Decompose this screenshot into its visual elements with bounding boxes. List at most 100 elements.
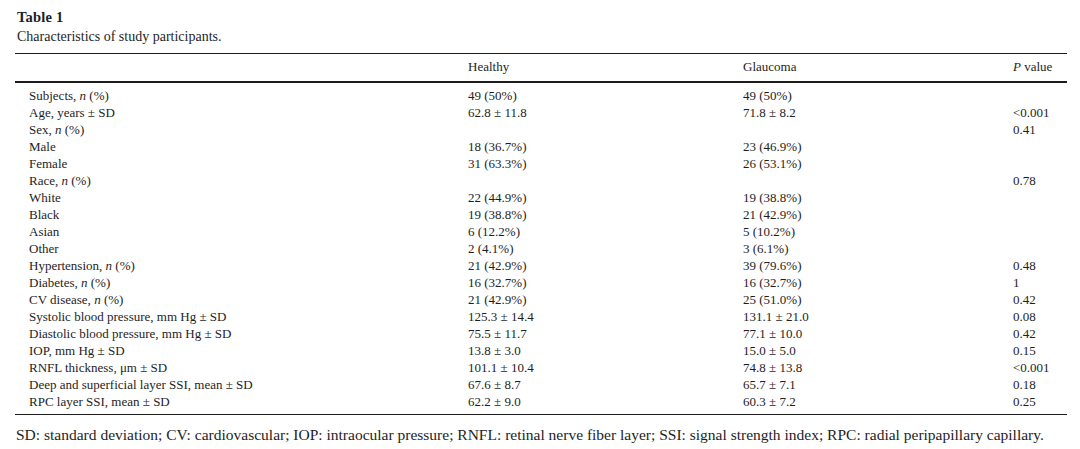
healthy-value: 6 (12.2%) bbox=[468, 223, 743, 240]
row-label: Subjects, n (%) bbox=[15, 82, 468, 104]
glaucoma-value: 65.7 ± 7.1 bbox=[743, 376, 1013, 393]
healthy-value: 62.8 ± 11.8 bbox=[468, 104, 743, 121]
glaucoma-value: 25 (51.0%) bbox=[743, 291, 1013, 308]
table-row: IOP, mm Hg ± SD13.8 ± 3.015.0 ± 5.00.15 bbox=[15, 342, 1067, 359]
p-value bbox=[1013, 82, 1067, 104]
table-row: Diabetes, n (%)16 (32.7%)16 (32.7%)1 bbox=[15, 274, 1067, 291]
table-row: Diastolic blood pressure, mm Hg ± SD75.5… bbox=[15, 325, 1067, 342]
row-label: Diabetes, n (%) bbox=[15, 274, 468, 291]
row-label: Black bbox=[15, 206, 468, 223]
healthy-value bbox=[468, 172, 743, 189]
table-row: Female31 (63.3%)26 (53.1%) bbox=[15, 155, 1067, 172]
healthy-value: 13.8 ± 3.0 bbox=[468, 342, 743, 359]
p-value bbox=[1013, 138, 1067, 155]
table-title: Table 1 bbox=[17, 8, 1066, 26]
p-value bbox=[1013, 223, 1067, 240]
row-label: Male bbox=[15, 138, 468, 155]
row-label: CV disease, n (%) bbox=[15, 291, 468, 308]
healthy-value: 16 (32.7%) bbox=[468, 274, 743, 291]
glaucoma-value: 77.1 ± 10.0 bbox=[743, 325, 1013, 342]
row-label: Diastolic blood pressure, mm Hg ± SD bbox=[15, 325, 468, 342]
glaucoma-value: 15.0 ± 5.0 bbox=[743, 342, 1013, 359]
table-row: Subjects, n (%)49 (50%)49 (50%) bbox=[15, 82, 1067, 104]
glaucoma-value: 26 (53.1%) bbox=[743, 155, 1013, 172]
row-label: Systolic blood pressure, mm Hg ± SD bbox=[15, 308, 468, 325]
table-row: Systolic blood pressure, mm Hg ± SD125.3… bbox=[15, 308, 1067, 325]
p-value: 0.08 bbox=[1013, 308, 1067, 325]
healthy-value: 62.2 ± 9.0 bbox=[468, 393, 743, 415]
table-body: Subjects, n (%)49 (50%)49 (50%) Age, yea… bbox=[15, 82, 1067, 415]
glaucoma-value bbox=[743, 121, 1013, 138]
p-value: 0.41 bbox=[1013, 121, 1067, 138]
healthy-value: 67.6 ± 8.7 bbox=[468, 376, 743, 393]
p-value: 0.78 bbox=[1013, 172, 1067, 189]
p-value bbox=[1013, 189, 1067, 206]
glaucoma-value bbox=[743, 172, 1013, 189]
column-header: Healthy bbox=[468, 54, 743, 83]
p-value: <0.001 bbox=[1013, 104, 1067, 121]
participants-table: HealthyGlaucomaP value Subjects, n (%)49… bbox=[15, 53, 1067, 415]
row-label: Age, years ± SD bbox=[15, 104, 468, 121]
glaucoma-value: 74.8 ± 13.8 bbox=[743, 359, 1013, 376]
p-value: <0.001 bbox=[1013, 359, 1067, 376]
row-label: Race, n (%) bbox=[15, 172, 468, 189]
row-label: Deep and superficial layer SSI, mean ± S… bbox=[15, 376, 468, 393]
p-value: 0.25 bbox=[1013, 393, 1067, 415]
healthy-value: 19 (38.8%) bbox=[468, 206, 743, 223]
p-value: 1 bbox=[1013, 274, 1067, 291]
healthy-value: 31 (63.3%) bbox=[468, 155, 743, 172]
glaucoma-value: 60.3 ± 7.2 bbox=[743, 393, 1013, 415]
column-header: P value bbox=[1013, 54, 1067, 83]
column-header: Glaucoma bbox=[743, 54, 1013, 83]
table-row: RPC layer SSI, mean ± SD62.2 ± 9.060.3 ±… bbox=[15, 393, 1067, 415]
table-row: CV disease, n (%)21 (42.9%)25 (51.0%)0.4… bbox=[15, 291, 1067, 308]
healthy-value: 22 (44.9%) bbox=[468, 189, 743, 206]
healthy-value bbox=[468, 121, 743, 138]
column-header-empty bbox=[15, 54, 468, 83]
p-value bbox=[1013, 206, 1067, 223]
table-row: Other2 (4.1%)3 (6.1%) bbox=[15, 240, 1067, 257]
healthy-value: 18 (36.7%) bbox=[468, 138, 743, 155]
glaucoma-value: 49 (50%) bbox=[743, 82, 1013, 104]
glaucoma-value: 5 (10.2%) bbox=[743, 223, 1013, 240]
glaucoma-value: 39 (79.6%) bbox=[743, 257, 1013, 274]
table-row: Deep and superficial layer SSI, mean ± S… bbox=[15, 376, 1067, 393]
page: Table 1 Characteristics of study partici… bbox=[0, 0, 1080, 445]
glaucoma-value: 3 (6.1%) bbox=[743, 240, 1013, 257]
table-row: Black19 (38.8%)21 (42.9%) bbox=[15, 206, 1067, 223]
row-label: IOP, mm Hg ± SD bbox=[15, 342, 468, 359]
table-row: Age, years ± SD62.8 ± 11.871.8 ± 8.2<0.0… bbox=[15, 104, 1067, 121]
p-value bbox=[1013, 155, 1067, 172]
table-row: Sex, n (%) 0.41 bbox=[15, 121, 1067, 138]
table-header-row: HealthyGlaucomaP value bbox=[15, 54, 1067, 83]
table-row: White22 (44.9%)19 (38.8%) bbox=[15, 189, 1067, 206]
healthy-value: 75.5 ± 11.7 bbox=[468, 325, 743, 342]
glaucoma-value: 21 (42.9%) bbox=[743, 206, 1013, 223]
table-footnote: SD: standard deviation; CV: cardiovascul… bbox=[16, 424, 1070, 445]
healthy-value: 49 (50%) bbox=[468, 82, 743, 104]
row-label: RNFL thickness, μm ± SD bbox=[15, 359, 468, 376]
p-value: 0.48 bbox=[1013, 257, 1067, 274]
p-value: 0.18 bbox=[1013, 376, 1067, 393]
row-label: Asian bbox=[15, 223, 468, 240]
p-value: 0.42 bbox=[1013, 291, 1067, 308]
glaucoma-value: 16 (32.7%) bbox=[743, 274, 1013, 291]
row-label: White bbox=[15, 189, 468, 206]
p-value: 0.42 bbox=[1013, 325, 1067, 342]
healthy-value: 101.1 ± 10.4 bbox=[468, 359, 743, 376]
row-label: Sex, n (%) bbox=[15, 121, 468, 138]
glaucoma-value: 23 (46.9%) bbox=[743, 138, 1013, 155]
p-value bbox=[1013, 240, 1067, 257]
p-value: 0.15 bbox=[1013, 342, 1067, 359]
row-label: Hypertension, n (%) bbox=[15, 257, 468, 274]
table-row: RNFL thickness, μm ± SD101.1 ± 10.474.8 … bbox=[15, 359, 1067, 376]
healthy-value: 21 (42.9%) bbox=[468, 291, 743, 308]
healthy-value: 125.3 ± 14.4 bbox=[468, 308, 743, 325]
row-label: Female bbox=[15, 155, 468, 172]
glaucoma-value: 19 (38.8%) bbox=[743, 189, 1013, 206]
table-row: Hypertension, n (%)21 (42.9%)39 (79.6%)0… bbox=[15, 257, 1067, 274]
row-label: RPC layer SSI, mean ± SD bbox=[15, 393, 468, 415]
glaucoma-value: 71.8 ± 8.2 bbox=[743, 104, 1013, 121]
healthy-value: 2 (4.1%) bbox=[468, 240, 743, 257]
table-caption: Characteristics of study participants. bbox=[17, 27, 1066, 46]
